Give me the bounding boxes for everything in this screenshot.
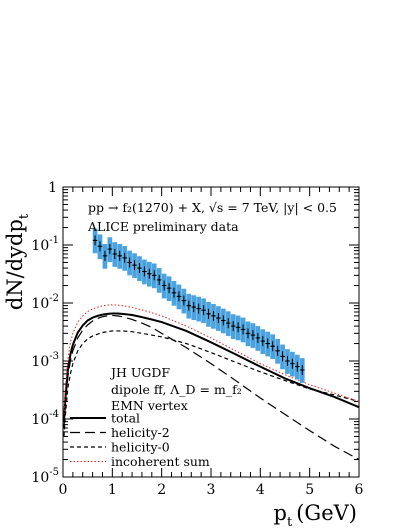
data-point: [138, 267, 141, 270]
series-line-helicity-0: [63, 330, 360, 437]
data-point: [301, 368, 304, 371]
data-point: [177, 295, 180, 298]
x-axis: 0 1 2 3 4 5 6: [59, 187, 364, 498]
data-point: [123, 256, 126, 259]
data-point: [227, 322, 230, 325]
data-source-annotation: ALICE preliminary data: [87, 219, 239, 234]
data-point: [192, 306, 195, 309]
data-point: [118, 254, 121, 257]
data-point: [197, 307, 200, 310]
y-tick-label: 10-1: [31, 235, 59, 254]
data-point: [163, 284, 166, 287]
x-tick-label: 0: [59, 482, 68, 498]
data-point: [158, 278, 161, 281]
data-point: [128, 261, 131, 264]
data-point: [286, 360, 289, 362]
data-point: [143, 270, 146, 273]
x-tick-label: 3: [207, 482, 216, 498]
data-point: [94, 239, 97, 242]
x-tick-label: 5: [305, 482, 314, 498]
data-point: [207, 312, 210, 315]
data-point: [276, 349, 279, 352]
model-annotation-1: JH UGDF: [109, 365, 170, 380]
data-point: [291, 362, 294, 365]
data-point: [212, 314, 215, 317]
series-layer: [62, 304, 360, 461]
data-point: [148, 272, 151, 275]
legend-label: incoherent sum: [111, 454, 210, 469]
y-tick-label: 10-2: [31, 293, 59, 312]
data-point: [217, 317, 220, 320]
data-point: [108, 248, 111, 251]
data-point: [247, 332, 249, 335]
data-point: [113, 252, 116, 255]
series-line-helicity-2: [63, 314, 360, 461]
y-tick-label: 1: [48, 180, 57, 196]
model-annotation-2: dipole ff, Λ_D = m_f₂: [111, 382, 242, 397]
data-point: [261, 340, 264, 343]
data-point: [222, 319, 225, 322]
data-points: [92, 228, 305, 383]
series-line-total: [62, 312, 360, 422]
x-tick-label: 4: [256, 482, 265, 498]
data-point: [153, 274, 156, 277]
legend-label: helicity-2: [111, 425, 170, 440]
x-tick-label: 6: [355, 482, 364, 498]
data-point: [256, 336, 259, 339]
data-point: [168, 287, 171, 290]
legend-label: total: [111, 411, 140, 426]
x-tick-label: 2: [157, 482, 166, 498]
data-point: [242, 328, 245, 331]
data-point: [251, 334, 254, 337]
data-point: [271, 345, 274, 348]
data-point: [237, 326, 240, 329]
data-point: [296, 365, 299, 368]
y-axis-label: dN/dydpt: [3, 213, 32, 310]
data-point: [187, 304, 190, 307]
data-point: [281, 355, 284, 358]
y-axis: 1 10-1 10-2 10-3 10-4 10-5: [31, 180, 359, 486]
model-annotation-3: EMN vertex: [111, 398, 188, 413]
y-tick-label: 10-4: [31, 409, 59, 428]
data-point: [232, 325, 235, 328]
data-point: [182, 299, 185, 302]
data-point: [173, 291, 175, 294]
data-point: [99, 245, 101, 248]
process-annotation: pp → f₂(1270) + X, √s = 7 TeV, |y| < 0.5: [88, 200, 337, 215]
y-tick-label: 10-3: [31, 351, 59, 370]
data-point: [266, 342, 269, 345]
data-point: [202, 309, 205, 312]
x-axis-label: pt (GeV): [274, 501, 357, 530]
legend-label: helicity-0: [111, 440, 170, 455]
data-point: [133, 264, 136, 267]
data-point: [103, 254, 106, 257]
y-tick-label: 10-5: [31, 467, 59, 486]
x-tick-label: 1: [108, 482, 117, 498]
